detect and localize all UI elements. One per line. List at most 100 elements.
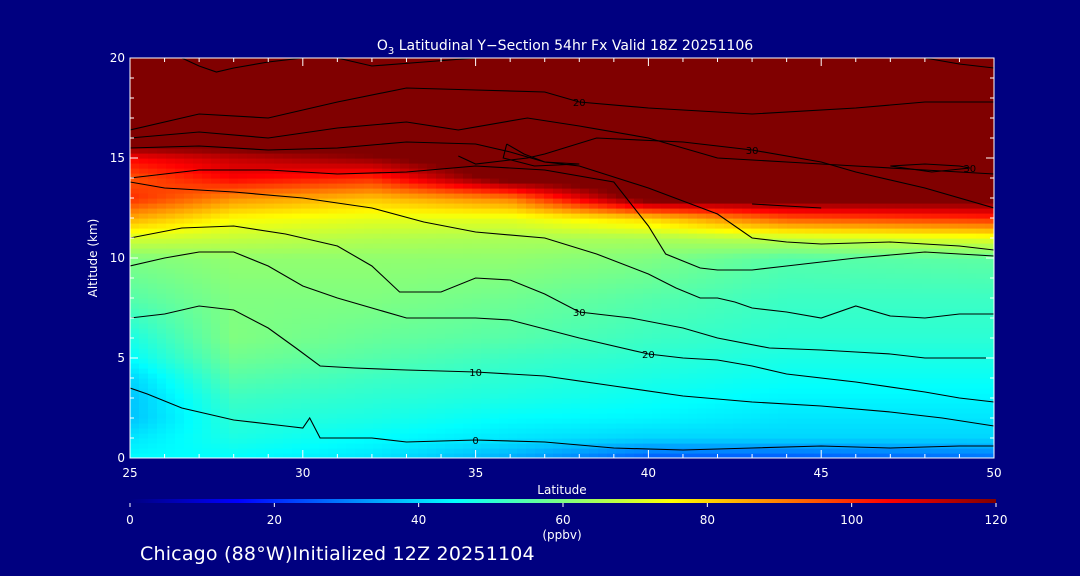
heatmap-cell [166,328,176,334]
heatmap-cell [472,153,482,159]
heatmap-cell [175,128,185,134]
heatmap-cell [526,243,536,249]
heatmap-cell [346,353,356,359]
heatmap-cell [517,403,527,409]
heatmap-cell [364,193,374,199]
heatmap-cell [166,388,176,394]
heatmap-cell [148,223,158,229]
heatmap-cell [301,453,311,458]
heatmap-cell [373,363,383,369]
heatmap-cell [256,178,266,184]
heatmap-cell [652,348,662,354]
heatmap-cell [553,453,563,458]
heatmap-cell [202,303,212,309]
heatmap-cell [508,223,518,229]
heatmap-cell [427,358,437,364]
heatmap-cell [373,438,383,444]
heatmap-cell [355,158,365,164]
heatmap-cell [166,63,176,69]
heatmap-cell [625,233,635,239]
heatmap-cell [139,193,149,199]
heatmap-cell [283,348,293,354]
heatmap-cell [409,403,419,409]
heatmap-cell [283,353,293,359]
heatmap-cell [400,448,410,454]
heatmap-cell [418,138,428,144]
heatmap-cell [526,273,536,279]
heatmap-cell [526,183,536,189]
heatmap-cell [139,333,149,339]
heatmap-cell [508,388,518,394]
heatmap-cell [508,243,518,249]
heatmap-cell [490,333,500,339]
heatmap-cell [643,158,653,164]
heatmap-cell [571,428,581,434]
heatmap-cell [625,318,635,324]
heatmap-cell [184,363,194,369]
heatmap-cell [193,393,203,399]
heatmap-cell [202,128,212,134]
heatmap-cell [238,143,248,149]
heatmap-cell [355,218,365,224]
heatmap-cell [535,248,545,254]
heatmap-cell [184,428,194,434]
heatmap-cell [292,93,302,99]
heatmap-cell [544,298,554,304]
heatmap-cell [382,443,392,449]
heatmap-cell [274,273,284,279]
heatmap-cell [562,193,572,199]
heatmap-cell [580,328,590,334]
heatmap-cell [193,398,203,404]
heatmap-cell [373,123,383,129]
heatmap-cell [247,143,257,149]
heatmap-cell [328,423,338,429]
heatmap-cell [193,363,203,369]
heatmap-cell [310,343,320,349]
heatmap-cell [373,68,383,74]
heatmap-cell [535,68,545,74]
heatmap-cell [625,148,635,154]
heatmap-cell [481,378,491,384]
heatmap-cell [220,173,230,179]
heatmap-cell [157,248,167,254]
heatmap-cell [661,93,671,99]
heatmap-cell [229,218,239,224]
heatmap-cell [544,143,554,149]
heatmap-cell [679,68,689,74]
heatmap-cell [355,268,365,274]
heatmap-cell [220,388,230,394]
heatmap-cell [526,328,536,334]
heatmap-cell [607,278,617,284]
heatmap-cell [193,218,203,224]
heatmap-cell [544,448,554,454]
heatmap-cell [553,418,563,424]
heatmap-cell [445,398,455,404]
heatmap-cell [148,278,158,284]
heatmap-cell [346,218,356,224]
heatmap-cell [562,198,572,204]
heatmap-cell [139,143,149,149]
heatmap-cell [247,158,257,164]
heatmap-cell [481,168,491,174]
heatmap-cell [175,58,185,64]
heatmap-cell [463,253,473,259]
heatmap-cell [148,348,158,354]
heatmap-cell [184,198,194,204]
heatmap-cell [337,83,347,89]
heatmap-cell [598,358,608,364]
heatmap-cell [265,193,275,199]
heatmap-cell [283,98,293,104]
heatmap-cell [328,183,338,189]
heatmap-cell [526,128,536,134]
heatmap-cell [364,283,374,289]
heatmap-cell [544,233,554,239]
heatmap-cell [175,258,185,264]
heatmap-cell [652,78,662,84]
heatmap-cell [364,238,374,244]
heatmap-cell [346,118,356,124]
heatmap-cell [472,178,482,184]
heatmap-cell [418,178,428,184]
heatmap-cell [130,108,140,114]
heatmap-cell [535,268,545,274]
heatmap-cell [490,273,500,279]
